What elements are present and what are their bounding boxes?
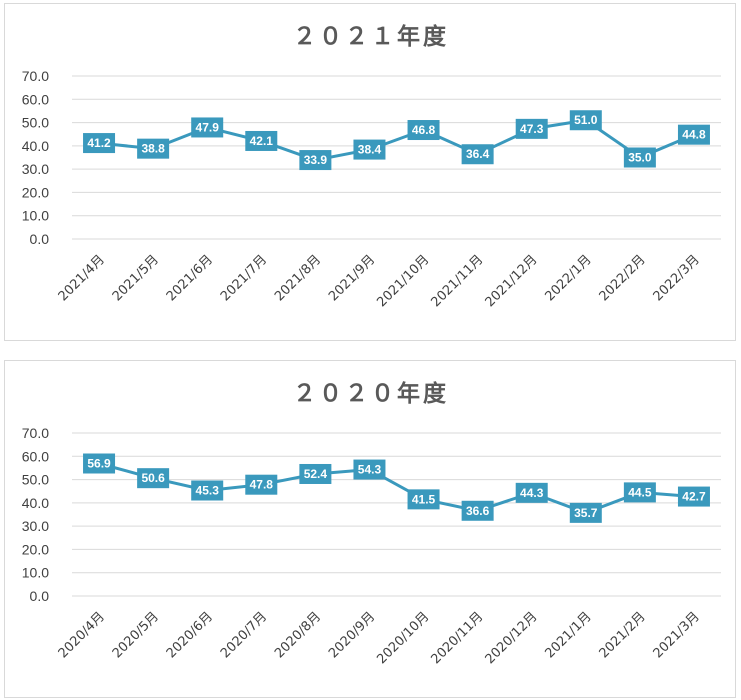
series-line [98, 462, 695, 515]
data-point [677, 124, 710, 145]
data-point [245, 474, 278, 495]
data-point [245, 130, 278, 151]
data-label: 47.3 [520, 122, 544, 136]
data-label: 38.8 [141, 142, 165, 156]
x-tick-label: 2020/10月 [374, 609, 432, 667]
y-tick-label: 70.0 [22, 425, 49, 441]
data-point [83, 453, 116, 474]
data-label: 45.3 [196, 484, 220, 498]
x-tick-label: 2021/5月 [110, 252, 162, 304]
data-label: 42.7 [682, 490, 706, 504]
data-label: 33.9 [304, 153, 328, 167]
y-tick-label: 40.0 [22, 138, 49, 154]
data-label: 54.3 [358, 463, 382, 477]
data-point [515, 118, 548, 139]
x-tick-label: 2020/9月 [326, 609, 378, 661]
x-tick-label: 2021/2月 [597, 609, 649, 661]
x-tick-label: 2020/7月 [218, 609, 270, 661]
x-tick-label: 2021/11月 [428, 252, 486, 310]
data-label: 46.8 [412, 123, 436, 137]
data-point [353, 459, 386, 480]
y-tick-label: 40.0 [22, 495, 49, 511]
data-point [407, 489, 440, 510]
data-point [353, 139, 386, 160]
y-tick-label: 0.0 [30, 231, 50, 247]
line-chart-fy2021: ２０２１年度 0.0 10.0 20.0 30.0 40.0 50.0 60.0 70.0 41… [22, 23, 721, 310]
data-label: 41.2 [87, 136, 111, 150]
data-label: 47.8 [250, 478, 274, 492]
y-tick-label: 0.0 [30, 588, 50, 604]
data-point [623, 482, 656, 503]
y-tick-label: 60.0 [22, 448, 49, 464]
x-tick-label: 2020/8月 [272, 609, 324, 661]
x-tick-label: 2021/10月 [374, 252, 432, 310]
series-line [98, 118, 695, 162]
data-point [569, 110, 602, 131]
chart-panel-fy2020: ２０２０年度 0.0 10.0 20.0 30.0 40.0 50.0 60.0 70.0 56… [4, 360, 736, 698]
data-label: 36.6 [466, 504, 490, 518]
y-tick-label: 10.0 [22, 208, 49, 224]
y-tick-label: 10.0 [22, 565, 49, 581]
data-point [515, 482, 548, 503]
x-tick-label: 2022/1月 [542, 252, 594, 304]
x-tick-label: 2021/1月 [542, 609, 594, 661]
x-tick-label: 2020/11月 [428, 609, 486, 667]
data-point [461, 500, 494, 521]
x-tick-label: 2021/12月 [483, 252, 541, 310]
data-point [191, 480, 224, 501]
x-tick-label: 2022/3月 [651, 252, 703, 304]
data-point [677, 486, 710, 507]
y-tick-label: 30.0 [22, 518, 49, 534]
data-label: 36.4 [466, 147, 490, 161]
chart-title: ２０２１年度 [293, 23, 449, 50]
data-label: 44.8 [682, 128, 706, 142]
data-point [299, 463, 332, 484]
x-tick-label: 2020/6月 [164, 609, 216, 661]
x-tick-label: 2022/2月 [597, 252, 649, 304]
data-label: 35.7 [574, 506, 598, 520]
x-tick-label: 2020/4月 [56, 609, 108, 661]
x-tick-label: 2021/7月 [218, 252, 270, 304]
data-label: 51.0 [574, 113, 598, 127]
y-tick-label: 20.0 [22, 184, 49, 200]
y-tick-label: 50.0 [22, 115, 49, 131]
data-point [137, 468, 170, 489]
x-tick-label: 2021/9月 [326, 252, 378, 304]
line-chart-fy2020: ２０２０年度 0.0 10.0 20.0 30.0 40.0 50.0 60.0 70.0 56… [22, 380, 721, 667]
data-label: 44.5 [628, 485, 652, 499]
data-point [299, 150, 332, 171]
y-tick-label: 20.0 [22, 541, 49, 557]
y-tick-label: 70.0 [22, 68, 49, 84]
data-label: 41.5 [412, 492, 436, 506]
data-point [83, 133, 116, 154]
data-label: 38.4 [358, 143, 382, 157]
data-label: 50.6 [141, 471, 165, 485]
x-tick-label: 2021/3月 [651, 609, 703, 661]
data-point [191, 117, 224, 138]
x-tick-label: 2021/6月 [164, 252, 216, 304]
data-label: 35.0 [628, 151, 652, 165]
data-label: 52.4 [304, 467, 328, 481]
data-point [407, 120, 440, 141]
data-label: 42.1 [250, 134, 274, 148]
x-tick-label: 2021/8月 [272, 252, 324, 304]
chart-panel-fy2021: ２０２１年度 0.0 10.0 20.0 30.0 40.0 50.0 60.0 70.0 41… [4, 3, 736, 341]
chart-title: ２０２０年度 [293, 380, 449, 407]
x-tick-label: 2021/4月 [56, 252, 108, 304]
data-point [137, 138, 170, 159]
y-tick-label: 60.0 [22, 91, 49, 107]
x-tick-label: 2020/5月 [110, 609, 162, 661]
data-label: 44.3 [520, 486, 544, 500]
x-tick-label: 2020/12月 [483, 609, 541, 667]
data-point [623, 147, 656, 168]
data-label: 56.9 [87, 457, 111, 471]
data-point [461, 144, 494, 165]
y-tick-label: 30.0 [22, 161, 49, 177]
data-label: 47.9 [196, 120, 220, 134]
y-tick-label: 50.0 [22, 472, 49, 488]
data-point [569, 502, 602, 523]
